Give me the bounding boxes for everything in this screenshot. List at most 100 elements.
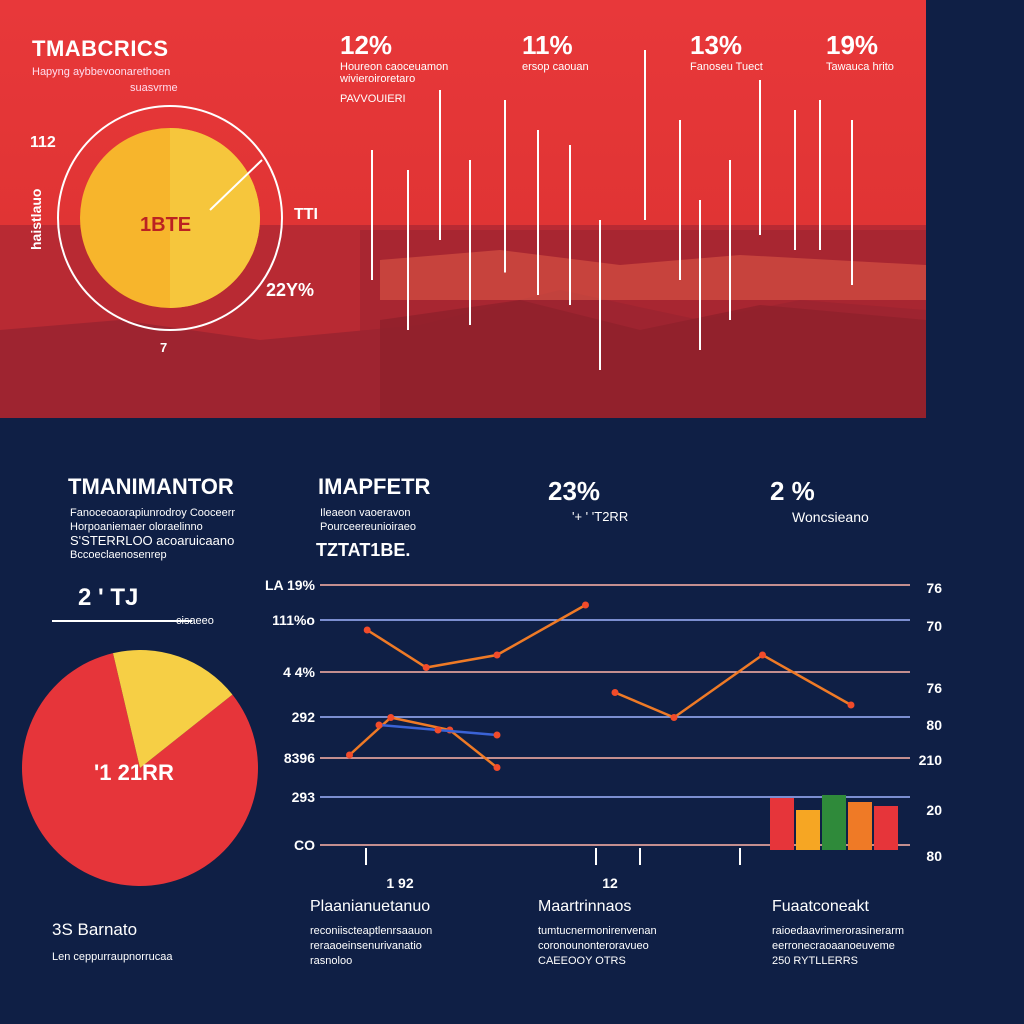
series-line [366, 603, 587, 669]
hero-stat-value: 11% [522, 30, 573, 60]
hero-stat-4: 19% Tawauca hrito [826, 30, 894, 73]
metric-2-value: 23% [548, 476, 601, 506]
left-panel-line: Horpoaniemaer oloraelinno [70, 521, 203, 533]
metric-2-caption: '+ ' 'T2RR [572, 509, 629, 524]
metric-title: IMAPFETR [318, 474, 431, 499]
sun-value: 1BTE [140, 214, 192, 236]
hero-stat-3: 13% Fanoseu Tuect [690, 30, 763, 73]
left-panel-caption: cisaeeo [176, 615, 214, 627]
y-tick-label-left: 111%o [272, 612, 315, 628]
hero-title: TMABCRICS [32, 36, 169, 61]
hero-left-axis: haistlauo [28, 188, 44, 250]
y-tick-label-left: 293 [292, 789, 316, 805]
hero-stat-value: 13% [690, 30, 743, 60]
left-panel-line: Fanoceoaorapiunrodroy Cooceerr [70, 507, 236, 519]
hero-vertical-lines [371, 50, 853, 370]
metric-line: Pourceereunioiraeo [320, 521, 417, 533]
y-tick-label-left: 4 4% [283, 664, 315, 680]
metric-3-value: 2 % [770, 476, 815, 506]
metric-line: Ileaeon vaoeravon [320, 507, 411, 519]
hero-stat-value: 12% [340, 30, 393, 60]
series-point [759, 651, 766, 659]
pie-slice [22, 653, 259, 886]
bar [796, 810, 820, 850]
left-panel-line: S'STERRLOO acoaruicaano [70, 533, 235, 548]
series-point [387, 714, 395, 721]
left-panel-text: Fanoceoaorapiunrodroy Cooceerr Horpoanie… [70, 506, 235, 562]
y-tick-label-right: 20 [926, 802, 942, 818]
series-point [434, 726, 442, 734]
x-tick-label: 12 [602, 875, 618, 891]
series-line [348, 716, 498, 769]
hero-landscape [0, 50, 926, 418]
footer-col-2: Maartrinnaos tumtucnermonirenvenan coron… [538, 898, 738, 969]
y-tick-label-left: 8396 [284, 750, 315, 766]
y-tick-label-left: LA 19% [265, 577, 316, 593]
y-tick-label-right: 70 [926, 618, 942, 634]
footer-line: 250 RYTLLERRS [772, 955, 859, 967]
footer-col-1: Plaanianuetanuo reconiiscteaptlenrsaauon… [310, 898, 510, 969]
footer-line: reconiiscteaptlenrsaauon [310, 925, 433, 937]
x-tick-label: 1 92 [386, 875, 413, 891]
series-point [611, 689, 619, 696]
footer-title: Fuaatconeakt [772, 898, 869, 915]
footer-line: raioedaavrimerorasinerarm [772, 925, 905, 937]
series-point [670, 714, 678, 721]
series-point [847, 701, 855, 709]
series-point [493, 731, 501, 739]
pie-slice [112, 650, 233, 768]
footer-line: reraaoeinsenurivanatio [310, 940, 422, 952]
hero-subtitle: Hapyng aybbevoonarethoen [32, 66, 171, 78]
footer-line: eerronecraoaanoeuveme [772, 940, 895, 952]
hero-left-value: 112 [30, 134, 56, 151]
hero-stat-2: 11% ersop caouan [522, 30, 589, 73]
line-chart-title: TZTAT1BE. [316, 540, 411, 560]
hero-stat-line: ersop caouan [522, 61, 589, 73]
footer-line: rasnoloo [310, 955, 353, 967]
footer-col-3: Fuaatconeakt raioedaavrimerorasinerarm e… [772, 898, 972, 969]
hero-stat-line: PAVVOUIERI [340, 93, 406, 105]
series-point [363, 626, 371, 634]
sun-ring [57, 105, 283, 331]
hero-subtitle-2: suasvrme [130, 82, 178, 94]
footer-line: CAEEOOY OTRS [538, 955, 626, 967]
series-point [493, 651, 501, 659]
left-panel-title: TMANIMANTOR [68, 474, 234, 499]
y-tick-label-left: CO [294, 837, 315, 853]
metric-1-text: Ileaeon vaoeravon Pourceereunioiraeo [320, 506, 416, 534]
y-tick-label-right: 80 [926, 717, 942, 733]
hero-stat-line: Fanoseu Tuect [690, 61, 763, 73]
left-panel-stat: 2 ' TJ [78, 584, 139, 611]
footer-line: coronounonteroravueo [538, 940, 649, 952]
footer-title: Plaanianuetanuo [310, 898, 431, 915]
hero-right-value: TTI [294, 206, 318, 223]
y-tick-label-right: 80 [926, 848, 942, 864]
hero-stat-line: Tawauca hrito [826, 61, 894, 73]
metric-3-caption: Woncsieano [792, 509, 869, 525]
series-point [422, 664, 430, 671]
footer-line: tumtucnermonirenvenan [538, 925, 657, 937]
series-point [375, 721, 383, 729]
series-point [582, 601, 589, 609]
hero-banner: TMABCRICS Hapyng aybbevoonarethoen suasv… [0, 0, 926, 418]
bar [822, 795, 846, 850]
pie-label: '1 21RR [94, 760, 174, 785]
y-tick-label-right: 210 [919, 752, 943, 768]
hero-stat-1: 12% Houreon caoceuamon wivieroiroretaro … [340, 30, 500, 105]
y-tick-label-right: 76 [926, 680, 942, 696]
bar [874, 806, 898, 850]
series-point [346, 751, 353, 759]
series-line [614, 653, 852, 719]
hero-lower-value: 22Y% [266, 280, 315, 300]
bottom-left-title: 3S Barnato [52, 920, 138, 939]
bar [770, 798, 794, 850]
series-point [493, 764, 501, 771]
y-tick-label-left: 292 [292, 709, 316, 725]
line-chart: LA 19%111%o4 4%2928396293CO1C07670768021… [265, 577, 943, 891]
y-tick-label-right: 76 [926, 580, 942, 596]
hero-stat-line: Houreon caoceuamon [340, 61, 449, 73]
pie-chart [22, 650, 259, 886]
bar [848, 802, 872, 850]
footer-title: Maartrinnaos [538, 898, 632, 915]
hero-stat-line: wivieroiroretaro [340, 73, 416, 85]
